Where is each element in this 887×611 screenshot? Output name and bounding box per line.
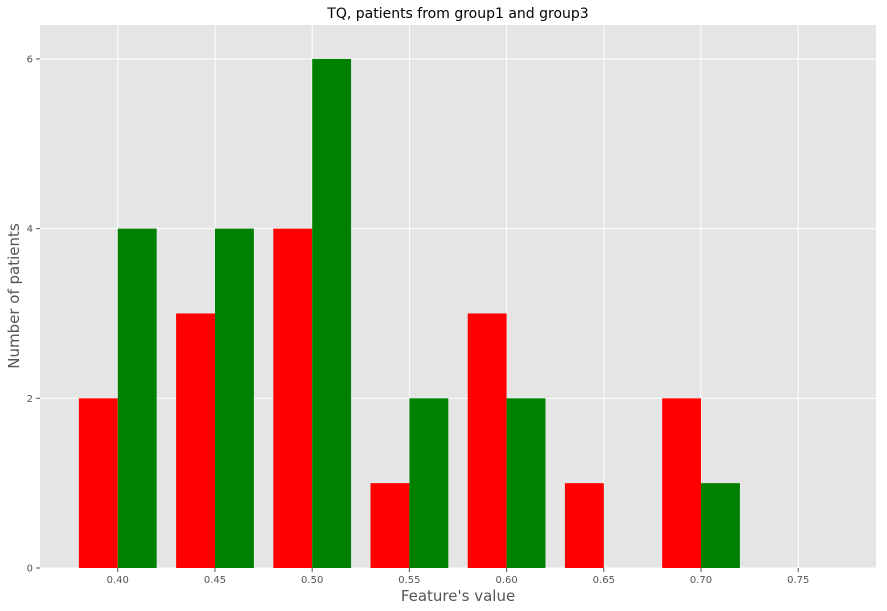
x-tick-label: 0.65 [593,575,615,586]
y-tick-label: 4 [27,224,33,235]
bar-series-1-bin-4 [370,483,410,568]
x-tick-label: 0.40 [107,575,129,586]
x-tick-label: 0.75 [787,575,809,586]
bar-series-1-bin-3 [273,228,313,568]
x-tick-label: 0.50 [301,575,323,586]
x-tick-label: 0.55 [398,575,420,586]
x-axis-ticks: 0.40 0.45 0.50 0.55 0.60 0.65 0.70 0.75 [107,568,809,586]
y-tick-label: 6 [27,54,33,65]
bars [78,58,740,568]
y-axis-label: Number of patients [5,223,23,369]
bar-series-2-bin-7 [701,483,740,568]
bar-series-1-bin-5 [467,313,507,568]
y-axis-ticks: 0 2 4 6 [27,54,40,575]
bar-series-2-bin-4 [409,398,449,568]
plot-background [40,25,876,568]
bar-series-2-bin-3 [312,58,352,568]
bar-series-1-bin-2 [176,313,215,568]
y-tick-label: 2 [27,394,33,405]
x-tick-label: 0.60 [495,575,517,586]
y-tick-label: 0 [27,564,33,575]
bar-series-1-bin-6 [564,483,604,568]
chart-title: TQ, patients from group1 and group3 [326,6,588,22]
bar-series-2-bin-2 [214,228,254,568]
bar-series-1-bin-1 [78,398,118,568]
x-tick-label: 0.45 [204,575,226,586]
x-tick-label: 0.70 [690,575,712,586]
bar-series-2-bin-1 [117,228,157,568]
x-axis-label: Feature's value [401,587,515,605]
bar-series-2-bin-5 [506,398,546,568]
bar-series-1-bin-7 [662,398,702,568]
